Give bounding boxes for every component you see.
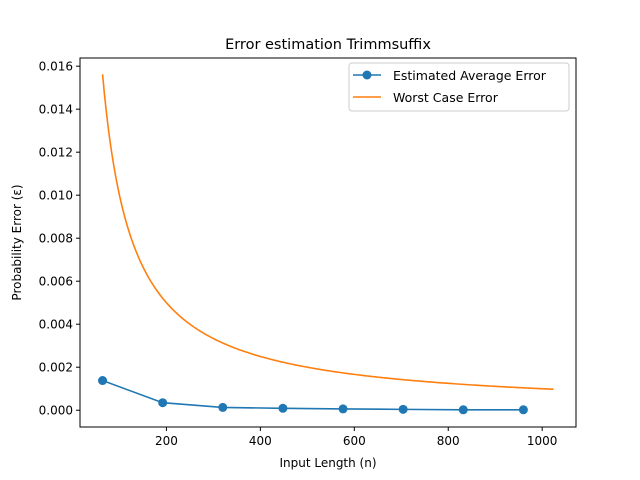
x-tick-label: 600: [343, 434, 366, 448]
x-tick-label: 400: [249, 434, 272, 448]
series-line-estimated: [102, 379, 524, 411]
plot-frame: [79, 57, 577, 428]
legend: Estimated Average Error Worst Case Error: [348, 62, 570, 112]
data-point-estimated: [338, 404, 348, 414]
legend-box: [348, 62, 570, 112]
y-tick-label: 0.014: [39, 103, 73, 117]
y-tick-label: 0.016: [39, 60, 73, 74]
y-tick-label: 0.012: [39, 146, 73, 160]
y-tick-label: 0.010: [39, 189, 73, 203]
y-tick-label: 0.006: [39, 275, 73, 289]
series-line-worst-case: [101, 74, 554, 391]
y-tick-label: 0.004: [39, 318, 73, 332]
y-tick-label: 0.000: [39, 404, 73, 418]
legend-label-worst: Worst Case Error: [393, 90, 499, 105]
legend-label-estimated: Estimated Average Error: [393, 68, 547, 83]
data-point-estimated: [98, 376, 108, 386]
data-point-estimated: [218, 402, 228, 412]
data-point-estimated: [458, 405, 468, 415]
y-tick-label: 0.008: [39, 232, 73, 246]
axis-ticks: 200 400 600 800 1000 0.000 0.002 0.004 0.006 0.00…: [39, 60, 558, 448]
x-tick-label: 800: [437, 434, 460, 448]
chart-title: Error estimation Trimmsuffix: [225, 37, 431, 53]
x-tick-label: 200: [155, 434, 178, 448]
data-point-estimated: [398, 404, 408, 414]
x-axis-label: Input Length (n): [279, 456, 376, 470]
data-point-estimated: [158, 398, 168, 408]
x-tick-label: 1000: [527, 434, 558, 448]
series-layer: [98, 74, 554, 415]
y-axis-label: Probability Error (ε): [10, 184, 24, 300]
data-point-estimated: [278, 403, 288, 413]
legend-marker-estimated: [362, 70, 372, 80]
data-point-estimated: [518, 405, 528, 415]
y-tick-label: 0.002: [39, 361, 73, 375]
